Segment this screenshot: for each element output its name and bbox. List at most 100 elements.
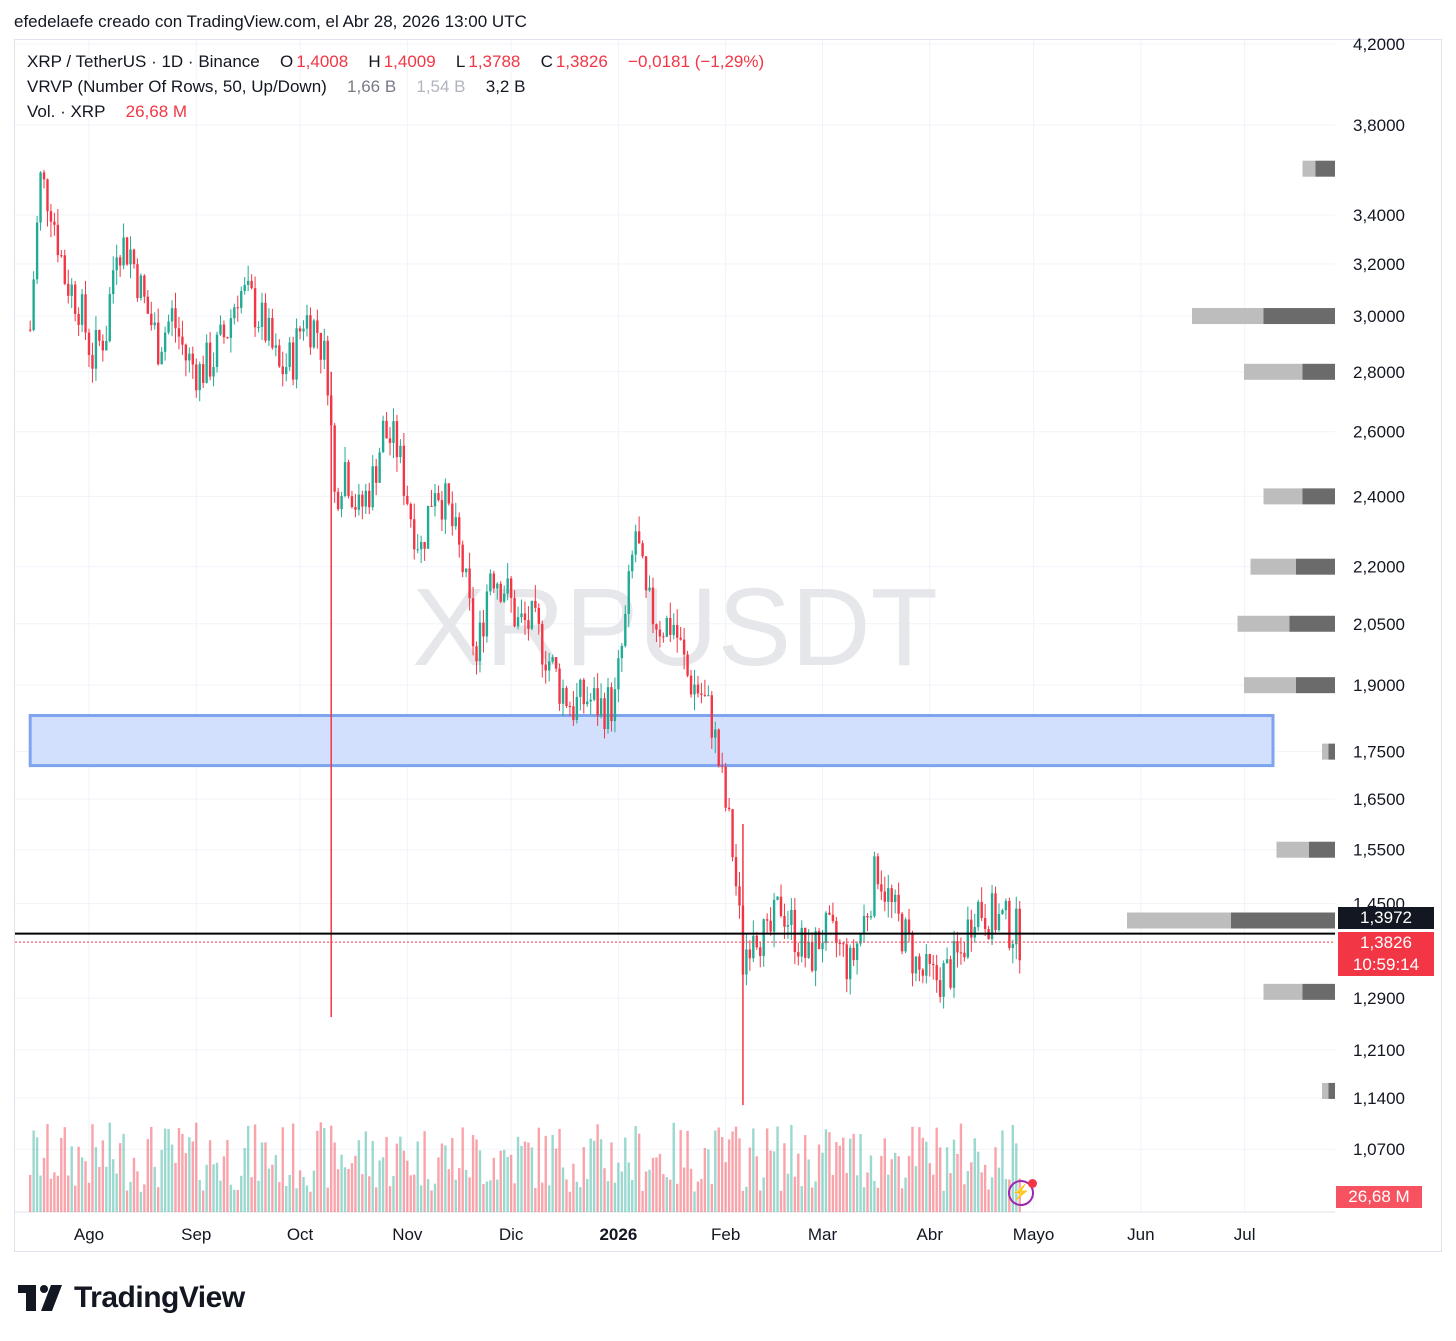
candle-body — [669, 617, 672, 635]
vp-down-bar — [1231, 912, 1335, 929]
volume-bar — [876, 1187, 880, 1212]
candle-body — [336, 491, 340, 510]
volume-bar — [174, 1162, 177, 1212]
candle-body — [153, 322, 156, 326]
candle-body — [963, 952, 966, 958]
candle-body — [876, 856, 880, 885]
candle-body — [458, 517, 461, 545]
candle-body — [983, 917, 987, 930]
candle-body — [817, 931, 821, 950]
volume-bar — [862, 1187, 866, 1212]
volume-bar — [226, 1140, 229, 1212]
candle-body — [84, 294, 87, 333]
volume-bar — [1015, 1143, 1018, 1212]
candle-body — [928, 954, 931, 964]
candle-body — [845, 944, 848, 980]
legend-volume[interactable]: Vol. · XRP 26,68 M — [27, 102, 190, 122]
candle-body — [409, 503, 412, 520]
volume-bar — [945, 1147, 949, 1212]
candle-body — [340, 496, 343, 510]
candle-body — [195, 364, 198, 391]
volume-bar — [426, 1179, 430, 1212]
candle-body — [748, 949, 752, 959]
volume-bar — [800, 1186, 803, 1212]
candle-body — [855, 943, 859, 961]
volume-bar — [98, 1166, 101, 1212]
candle-body — [852, 947, 855, 961]
candle-body — [970, 919, 973, 938]
volume-bar — [734, 1126, 738, 1212]
volume-bar — [419, 1185, 423, 1212]
volume-bar — [831, 1174, 835, 1212]
candle-body — [800, 927, 803, 957]
candle-body — [136, 264, 139, 299]
candle-body — [80, 294, 84, 325]
candle-body — [676, 624, 679, 638]
volume-bar — [222, 1156, 226, 1212]
volume-bar — [634, 1125, 637, 1212]
vp-down-bar — [1263, 308, 1335, 325]
volume-profile — [1127, 160, 1335, 1099]
volume-bars — [28, 1122, 1021, 1212]
volume-bar — [108, 1122, 111, 1212]
volume-bar — [378, 1160, 381, 1212]
candle-body — [374, 466, 378, 483]
candle-body — [392, 421, 395, 443]
volume-bar — [101, 1140, 105, 1212]
candle-body — [793, 909, 797, 953]
legend-vrvp[interactable]: VRVP (Number Of Rows, 50, Up/Down) 1,66 … — [27, 77, 528, 97]
volume-bar — [84, 1161, 87, 1212]
legend-close: 1,3826 — [555, 52, 608, 71]
candle-body — [883, 891, 886, 902]
candle-body — [994, 893, 997, 931]
price-tick-label: 2,4000 — [1353, 487, 1405, 506]
candle-body — [558, 668, 561, 704]
vrvp-up: 1,66 B — [347, 77, 397, 96]
candle-body — [914, 956, 918, 974]
volume-bar — [631, 1179, 634, 1212]
candle-body — [499, 583, 502, 602]
candle-body — [887, 888, 890, 902]
candle-body — [835, 921, 838, 944]
candle-body — [42, 172, 46, 180]
volume-bar — [509, 1154, 513, 1212]
candle-body — [523, 613, 527, 621]
volume-bar — [236, 1189, 239, 1212]
volume-bar — [257, 1180, 260, 1212]
volume-bar — [911, 1126, 914, 1212]
candle-body — [696, 684, 700, 694]
candle-body — [849, 947, 852, 980]
volume-bar — [544, 1135, 547, 1212]
volume-bar — [219, 1180, 222, 1212]
candle-body — [804, 927, 807, 958]
candle-body — [603, 698, 606, 730]
volume-bar — [689, 1168, 693, 1212]
time-tick-label: Ago — [74, 1225, 104, 1244]
volume-bar — [302, 1176, 305, 1212]
candle-body — [67, 283, 70, 296]
legend-high: 1,4009 — [383, 52, 436, 71]
volume-bar — [385, 1136, 388, 1212]
candle-body — [637, 531, 641, 544]
candle-body — [925, 954, 928, 976]
candle-body — [139, 275, 143, 299]
tradingview-logo[interactable]: TradingView — [18, 1280, 245, 1316]
volume-bar — [440, 1143, 444, 1212]
time-tick-label: Feb — [711, 1225, 740, 1244]
volume-bar — [759, 1190, 762, 1212]
last-price-tag: 1,3826 10:59:14 — [1338, 932, 1434, 976]
candle-body — [28, 329, 32, 331]
lightning-icon[interactable]: ⚡ — [1008, 1180, 1034, 1206]
time-tick-label: Abr — [917, 1225, 944, 1244]
candle-body — [115, 257, 118, 271]
candles — [28, 169, 1021, 1106]
candle-body — [866, 915, 869, 918]
candle-body — [932, 963, 935, 966]
bar-countdown: 10:59:14 — [1352, 955, 1420, 974]
volume-bar — [464, 1169, 468, 1212]
candle-body — [489, 573, 492, 592]
candle-body — [219, 324, 222, 335]
candle-body — [814, 931, 817, 971]
volume-bar — [330, 1125, 333, 1212]
